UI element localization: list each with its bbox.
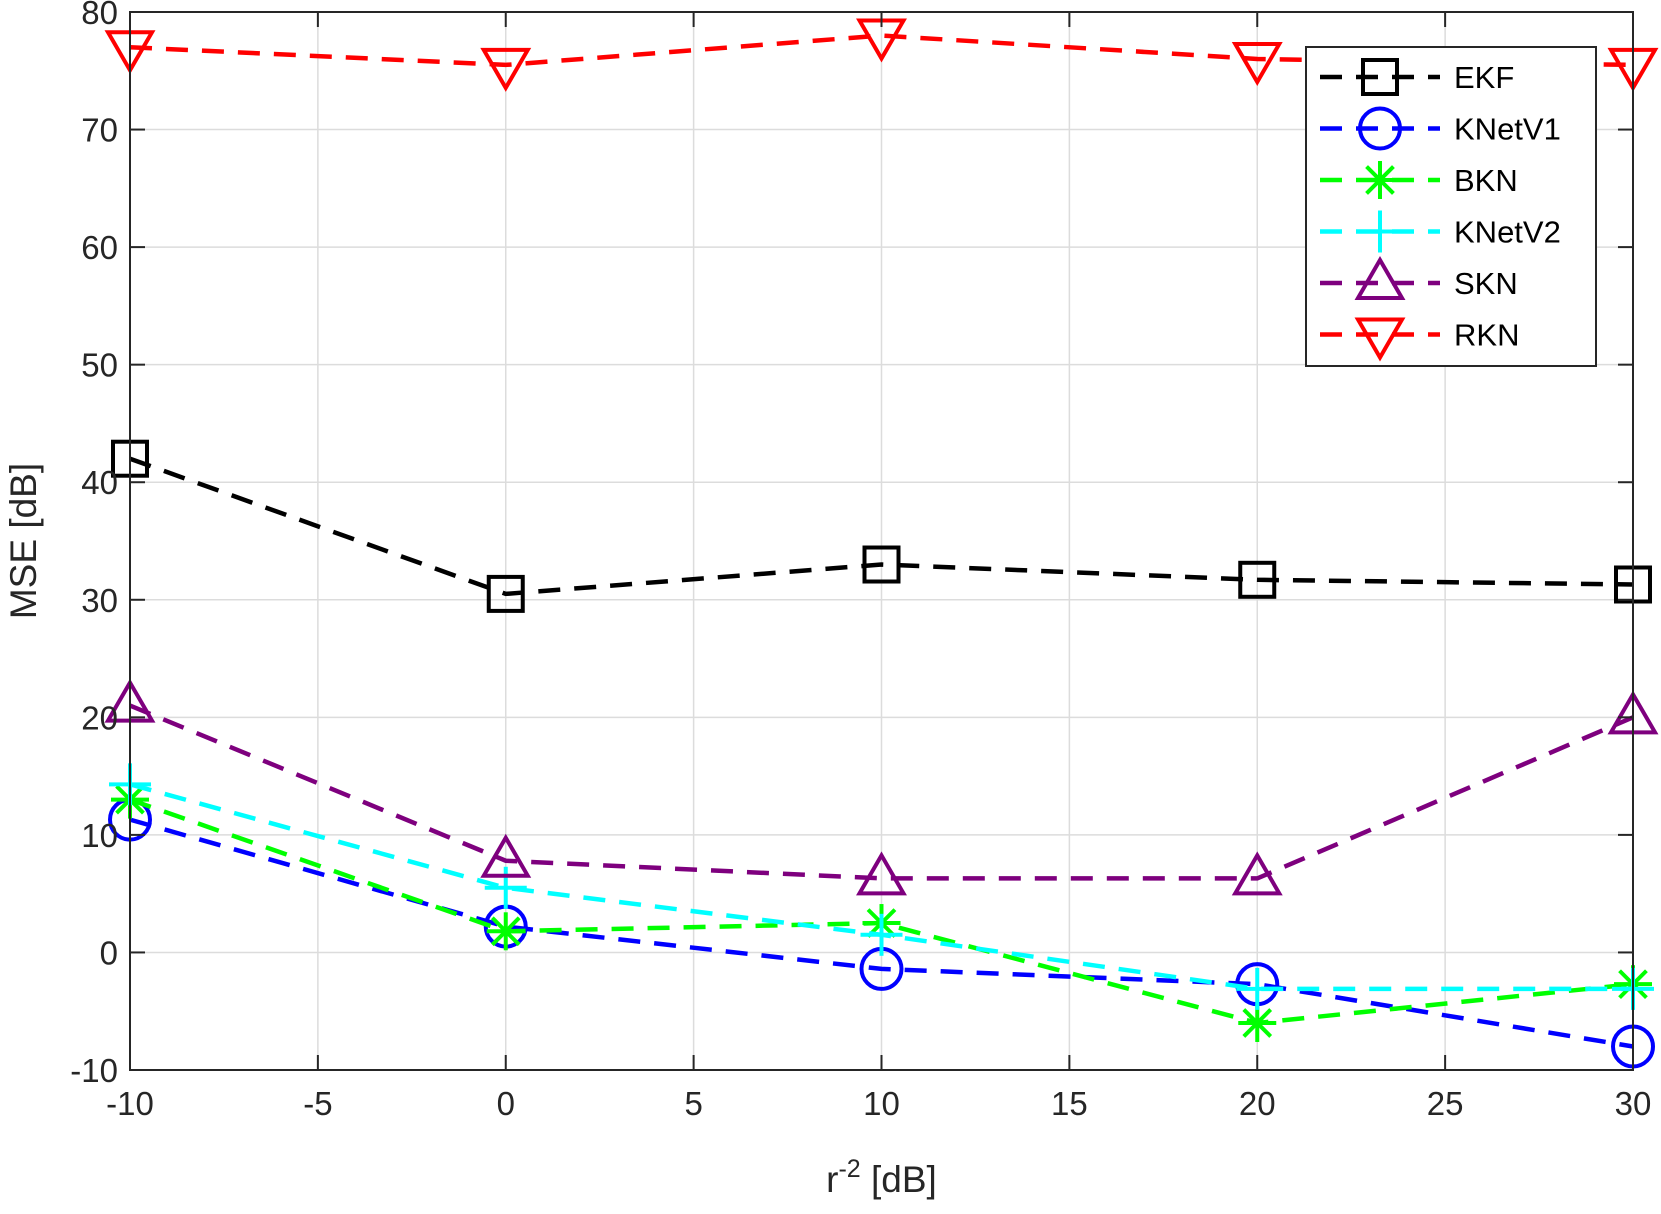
y-tick-label: 60 xyxy=(81,229,118,266)
triangle-up-marker xyxy=(480,833,532,878)
y-tick-label: 0 xyxy=(100,934,118,971)
x-axis-label: r-2 [dB] xyxy=(826,1155,937,1200)
asterisk-marker xyxy=(1361,161,1399,199)
asterisk-stroke xyxy=(1365,165,1395,195)
legend-label: BKN xyxy=(1454,163,1518,198)
asterisk-stroke xyxy=(1242,1008,1273,1038)
triangle-down-shape xyxy=(1231,42,1283,87)
y-tick-label: 40 xyxy=(81,464,118,501)
legend-box xyxy=(1305,46,1597,367)
y-tick-label: 50 xyxy=(81,347,118,384)
series-line xyxy=(129,456,1634,597)
series-layer xyxy=(104,18,1659,1069)
x-tick-label: 5 xyxy=(684,1085,702,1122)
legend-label: KNetV1 xyxy=(1454,112,1561,147)
x-tick-label: -10 xyxy=(106,1085,154,1122)
x-tick-label: 25 xyxy=(1427,1085,1464,1122)
circle-marker xyxy=(1358,106,1402,151)
legend-label: EKF xyxy=(1454,60,1514,95)
legend-label: SKN xyxy=(1454,266,1518,301)
y-tick-label: 30 xyxy=(81,582,118,619)
triangle-up-shape xyxy=(1354,256,1406,300)
triangle-down-marker xyxy=(480,47,532,92)
square-shape xyxy=(1238,560,1277,599)
tick-labels: -10 -5 0 5 10 15 20 25 30 -10 0 10 20 30 40 50 60 70 80 xyxy=(70,0,1651,1122)
y-tick-label: 80 xyxy=(81,0,118,31)
asterisk-marker xyxy=(486,912,525,951)
triangle-down-shape xyxy=(480,47,532,92)
triangle-down-marker xyxy=(1354,317,1406,362)
square-marker xyxy=(862,545,901,584)
circle-shape xyxy=(1358,106,1402,151)
square-shape xyxy=(486,574,525,613)
y-tick-label: 20 xyxy=(81,699,118,736)
ticks xyxy=(129,11,1634,1071)
series-line xyxy=(129,703,1634,881)
asterisk-stroke xyxy=(490,916,521,947)
legend-entry-ekf: EKF xyxy=(1320,58,1514,96)
y-tick-label: -10 xyxy=(70,1052,118,1089)
legend-entry-bkn: BKN xyxy=(1320,161,1518,199)
legend-entry-rkn: RKN xyxy=(1320,317,1519,362)
asterisk-marker xyxy=(1238,1003,1277,1042)
triangle-up-marker xyxy=(1231,851,1283,896)
x-tick-label: 30 xyxy=(1615,1085,1652,1122)
triangle-up-shape xyxy=(1231,851,1283,896)
triangle-up-marker xyxy=(1354,256,1406,300)
square-shape xyxy=(862,545,901,584)
square-marker xyxy=(1361,58,1399,96)
plus-marker xyxy=(1236,967,1279,1010)
triangle-up-shape xyxy=(856,851,907,896)
plus-marker xyxy=(1359,210,1401,253)
x-tick-label: -5 xyxy=(303,1085,332,1122)
y-tick-label: 70 xyxy=(81,112,118,149)
x-tick-label: 20 xyxy=(1239,1085,1276,1122)
square-marker xyxy=(486,574,525,613)
triangle-up-shape xyxy=(480,833,532,878)
legend-entry-knetv1: KNetV1 xyxy=(1320,106,1561,151)
y-tick-label: 10 xyxy=(81,817,118,854)
x-tick-label: 15 xyxy=(1051,1085,1088,1122)
square-marker xyxy=(1238,560,1277,599)
plus-marker xyxy=(860,913,903,956)
x-tick-label: 0 xyxy=(497,1085,515,1122)
y-axis-label: MSE [dB] xyxy=(3,463,44,619)
legend-entry-knetv2: KNetV2 xyxy=(1320,210,1561,253)
x-tick-label: 10 xyxy=(863,1085,900,1122)
legend: EKF KNetV1 BKN KNetV2 SKN RKN xyxy=(1305,46,1597,367)
square-shape xyxy=(1361,58,1399,96)
legend-label: RKN xyxy=(1454,318,1519,353)
triangle-up-marker xyxy=(856,851,907,896)
legend-label: KNetV2 xyxy=(1454,215,1561,250)
triangle-down-marker xyxy=(1231,42,1283,87)
triangle-down-shape xyxy=(1354,317,1406,362)
series-line xyxy=(129,817,1634,1049)
legend-entry-skn: SKN xyxy=(1320,256,1518,301)
